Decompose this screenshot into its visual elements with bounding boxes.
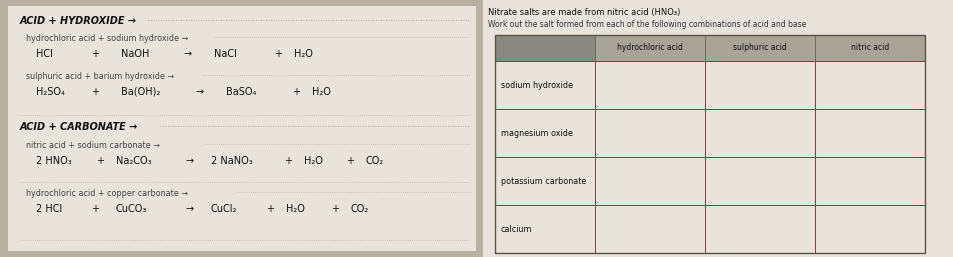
Text: H₂O: H₂O [286, 204, 305, 214]
Bar [814, 157, 924, 205]
Text: ACID + CARBONATE →: ACID + CARBONATE → [20, 122, 138, 132]
Text: +: + [346, 156, 354, 166]
Text: hydrochloric acid + copper carbonate →: hydrochloric acid + copper carbonate → [26, 189, 188, 198]
Text: NaCl: NaCl [213, 49, 236, 59]
Bar [8, 6, 476, 251]
Text: +: + [96, 156, 104, 166]
Text: CuCO₃: CuCO₃ [116, 204, 147, 214]
Bar [814, 61, 924, 109]
Text: →: → [186, 204, 193, 214]
Bar [595, 109, 704, 157]
Bar [704, 35, 814, 61]
Bar [814, 205, 924, 253]
Bar [495, 205, 595, 253]
Text: 2 NaNO₃: 2 NaNO₃ [211, 156, 253, 166]
Bar [704, 205, 814, 253]
Bar [482, 0, 953, 257]
Text: H₂O: H₂O [294, 49, 313, 59]
Text: +: + [91, 87, 99, 97]
Text: sodium hydroxide: sodium hydroxide [500, 80, 573, 89]
Text: BaSO₄: BaSO₄ [226, 87, 256, 97]
Text: +: + [274, 49, 282, 59]
Text: Na₂CO₃: Na₂CO₃ [116, 156, 152, 166]
Bar [704, 157, 814, 205]
Text: →: → [195, 87, 204, 97]
Bar [495, 35, 924, 253]
Text: CuCl₂: CuCl₂ [211, 204, 237, 214]
Text: +: + [284, 156, 292, 166]
Bar [595, 61, 704, 109]
Text: sulphuric acid + barium hydroxide →: sulphuric acid + barium hydroxide → [26, 72, 174, 81]
Text: H₂SO₄: H₂SO₄ [36, 87, 65, 97]
Text: hydrochloric acid: hydrochloric acid [617, 43, 682, 52]
Bar [814, 35, 924, 61]
Bar [595, 157, 704, 205]
Text: Ba(OH)₂: Ba(OH)₂ [121, 87, 160, 97]
Text: 2 HNO₃: 2 HNO₃ [36, 156, 71, 166]
Text: ACID + HYDROXIDE →: ACID + HYDROXIDE → [20, 16, 137, 26]
Text: sulphuric acid: sulphuric acid [732, 43, 786, 52]
Text: H₂O: H₂O [312, 87, 331, 97]
Text: 2 HCl: 2 HCl [36, 204, 62, 214]
Text: H₂O: H₂O [304, 156, 322, 166]
Text: Work out the salt formed from each of the following combinations of acid and bas: Work out the salt formed from each of th… [488, 20, 805, 29]
Text: magnesium oxide: magnesium oxide [500, 128, 572, 137]
Text: CO₂: CO₂ [366, 156, 384, 166]
Bar [704, 61, 814, 109]
Bar [595, 205, 704, 253]
Bar [495, 61, 595, 109]
Text: +: + [292, 87, 299, 97]
Bar [495, 157, 595, 205]
Text: +: + [91, 204, 99, 214]
Bar [495, 35, 595, 61]
Bar [495, 109, 595, 157]
Text: +: + [266, 204, 274, 214]
Text: nitric acid + sodium carbonate →: nitric acid + sodium carbonate → [26, 141, 160, 150]
Text: nitric acid: nitric acid [850, 43, 888, 52]
Text: CO₂: CO₂ [351, 204, 369, 214]
Text: NaOH: NaOH [121, 49, 150, 59]
Text: Nitrate salts are made from nitric acid (HNO₃): Nitrate salts are made from nitric acid … [488, 8, 679, 17]
Text: →: → [186, 156, 193, 166]
Text: →: → [184, 49, 192, 59]
Text: calcium: calcium [500, 225, 532, 234]
Text: +: + [331, 204, 338, 214]
Text: HCl: HCl [36, 49, 52, 59]
Text: hydrochloric acid + sodium hydroxide →: hydrochloric acid + sodium hydroxide → [26, 34, 188, 43]
Text: potassium carbonate: potassium carbonate [500, 177, 586, 186]
Bar [704, 109, 814, 157]
Text: +: + [91, 49, 99, 59]
Bar [814, 109, 924, 157]
Bar [595, 35, 704, 61]
